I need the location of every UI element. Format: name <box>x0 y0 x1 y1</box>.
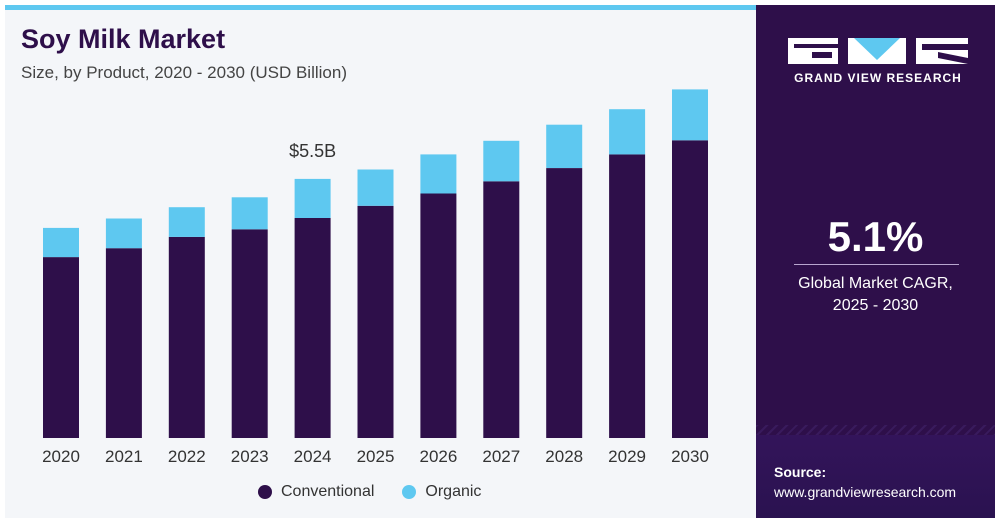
bar-conventional-2023 <box>231 229 268 438</box>
x-tick-label-2024: 2024 <box>294 447 332 466</box>
cagr-label-line2: 2025 - 2030 <box>832 297 919 314</box>
x-tick-label-2022: 2022 <box>168 447 206 466</box>
bar-conventional-2021 <box>105 248 142 438</box>
bar-conventional-2029 <box>609 154 646 438</box>
x-tick-label-2020: 2020 <box>42 447 80 466</box>
bar-conventional-2025 <box>357 205 394 438</box>
legend-item-conventional: Conventional <box>258 483 374 501</box>
legend-item-organic: Organic <box>402 483 481 501</box>
x-tick-label-2027: 2027 <box>482 447 520 466</box>
x-tick-label-2026: 2026 <box>419 447 457 466</box>
bar-organic-2027 <box>483 140 520 182</box>
source-footer <box>756 435 995 518</box>
bar-organic-2025 <box>357 169 394 206</box>
cagr-label: Global Market CAGR, 2025 - 2030 <box>756 273 995 317</box>
bar-conventional-2020 <box>43 257 79 438</box>
legend-label-organic: Organic <box>425 483 482 500</box>
grand-view-research-logo <box>788 38 968 64</box>
bar-conventional-2022 <box>168 236 205 438</box>
bar-organic-2021 <box>105 218 142 249</box>
chart-subtitle: Size, by Product, 2020 - 2030 (USD Billi… <box>21 63 347 82</box>
x-tick-label-2021: 2021 <box>105 447 143 466</box>
data-label-2024: $5.5B <box>289 141 336 161</box>
x-tick-label-2023: 2023 <box>231 447 269 466</box>
x-tick-label-2029: 2029 <box>608 447 646 466</box>
bar-organic-2024 <box>294 178 331 218</box>
source-label: Source: <box>774 464 827 480</box>
bar-conventional-2028 <box>546 168 583 438</box>
x-tick-label-2028: 2028 <box>545 447 583 466</box>
cagr-value: 5.1% <box>827 213 924 260</box>
bar-conventional-2026 <box>420 193 457 438</box>
bar-conventional-2024 <box>294 218 331 438</box>
legend-label-conventional: Conventional <box>281 483 375 500</box>
cagr-label-line1: Global Market CAGR, <box>798 275 953 292</box>
bar-organic-2022 <box>168 207 205 237</box>
x-tick-label-2030: 2030 <box>671 447 709 466</box>
bar-conventional-2027 <box>483 181 520 439</box>
bar-organic-2029 <box>609 109 646 155</box>
bar-organic-2023 <box>231 197 268 230</box>
chart-title: Soy Milk Market <box>21 24 226 54</box>
legend-swatch-conventional <box>258 485 272 499</box>
cagr-divider <box>794 264 959 265</box>
bar-conventional-2030 <box>672 140 708 439</box>
bar-organic-2026 <box>420 154 457 194</box>
legend-swatch-organic <box>402 485 417 499</box>
bar-organic-2028 <box>546 124 583 168</box>
bar-chart: 2020 2021 2022 2023 2024 2025 2026 2027 2028 2029… <box>42 89 709 466</box>
brand-name: GRAND VIEW RESEARCH <box>794 71 962 85</box>
bar-organic-2020 <box>43 227 79 258</box>
chart-legend: Conventional Organic <box>258 481 509 503</box>
summary-panel: GRAND VIEW RESEARCH 5.1% Global Market C… <box>756 5 995 518</box>
x-tick-label-2025: 2025 <box>357 447 395 466</box>
source-url[interactable]: www.grandviewresearch.com <box>774 484 957 500</box>
bar-organic-2030 <box>672 89 708 141</box>
